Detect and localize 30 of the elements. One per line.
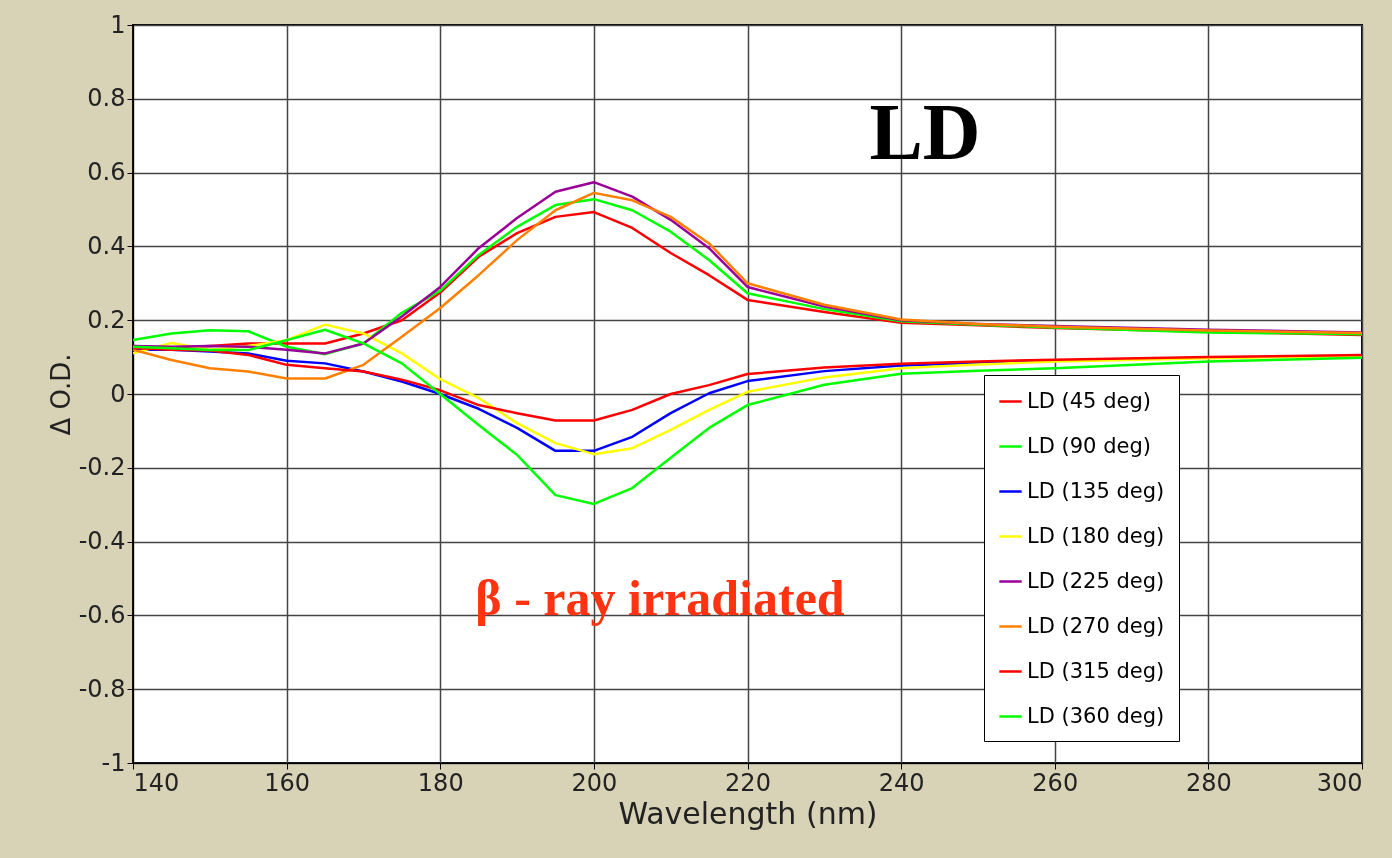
y-tick-label: -0.4 bbox=[78, 527, 126, 556]
legend-label: LD (135 deg) bbox=[1027, 478, 1165, 503]
y-tick-label: 0 bbox=[110, 379, 126, 408]
x-tick-label: 260 bbox=[1032, 768, 1079, 797]
legend-label: LD (45 deg) bbox=[1027, 388, 1151, 413]
y-tick-label: -1 bbox=[101, 748, 126, 777]
x-tick-label: 160 bbox=[264, 768, 311, 797]
y-tick-label: -0.6 bbox=[78, 600, 126, 629]
x-tick-label: 280 bbox=[1185, 768, 1232, 797]
y-tick-label: 0.6 bbox=[87, 158, 126, 187]
x-tick-label: 220 bbox=[725, 768, 771, 797]
legend-label: LD (225 deg) bbox=[1027, 568, 1165, 593]
y-tick-label: -0.8 bbox=[78, 674, 126, 703]
legend-label: LD (90 deg) bbox=[1027, 433, 1151, 458]
legend-label: LD (270 deg) bbox=[1027, 613, 1165, 638]
legend-label: LD (180 deg) bbox=[1027, 523, 1165, 548]
x-tick-label: 180 bbox=[417, 768, 464, 797]
y-tick-label: -0.2 bbox=[78, 453, 126, 482]
x-tick-label: 200 bbox=[571, 768, 618, 797]
x-tick-label: 140 bbox=[133, 768, 180, 797]
x-tick-label: 240 bbox=[878, 768, 925, 797]
y-axis-title: Δ O.D. bbox=[45, 353, 76, 436]
y-tick-label: 0.8 bbox=[87, 84, 126, 113]
legend-label: LD (360 deg) bbox=[1027, 703, 1165, 728]
x-tick-label: 300 bbox=[1316, 768, 1363, 797]
y-tick-label: 0.2 bbox=[87, 305, 126, 334]
x-axis-title: Wavelength (nm) bbox=[618, 795, 878, 831]
y-tick-label: 1 bbox=[110, 10, 126, 39]
y-tick-label: 0.4 bbox=[87, 231, 126, 260]
legend-label: LD (315 deg) bbox=[1027, 658, 1165, 683]
